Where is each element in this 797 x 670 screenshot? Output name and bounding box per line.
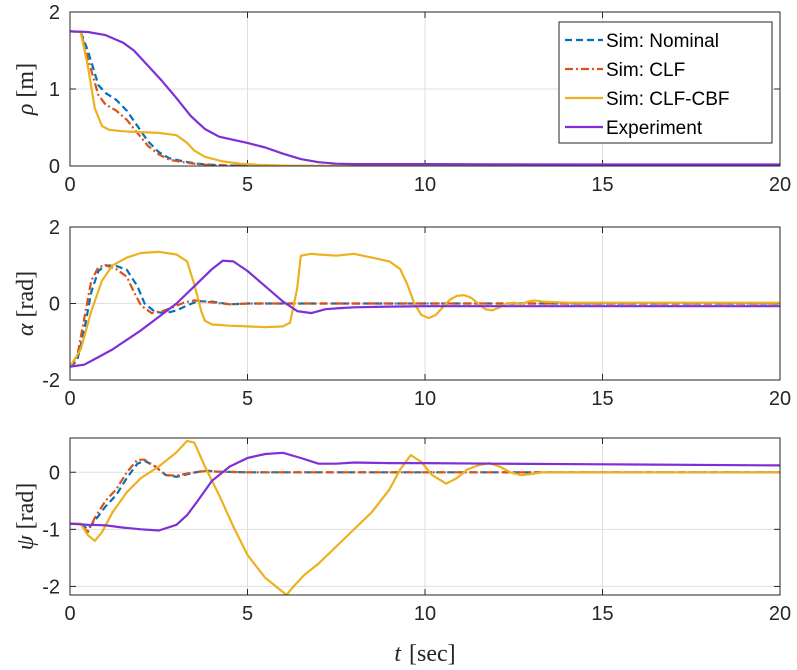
y-axis-symbol: α: [13, 323, 39, 336]
legend-entry: Experiment: [606, 118, 703, 139]
x-tick-label: 0: [64, 603, 75, 625]
y-axis-label: ψ [rad]: [13, 483, 39, 551]
series-line-experiment: [70, 30, 780, 166]
x-tick-label: 0: [64, 388, 75, 410]
y-tick-label: 0: [49, 462, 60, 484]
y-axis-unit: [m]: [13, 63, 39, 98]
x-tick-label: 15: [591, 603, 613, 625]
y-tick-label: 1: [49, 79, 60, 101]
y-axis-label: ρ [m]: [13, 63, 39, 116]
y-axis-label: α [rad]: [13, 271, 39, 336]
y-tick-label: -1: [42, 519, 60, 541]
x-tick-label: 15: [591, 174, 613, 196]
y-tick-label: 2: [49, 217, 60, 239]
series-line-sim-nominal: [70, 30, 780, 166]
y-axis-unit: [rad]: [13, 483, 39, 530]
y-tick-label: 0: [49, 156, 60, 178]
legend-entry: Sim: Nominal: [606, 31, 719, 52]
series-line-sim-clf: [70, 264, 780, 368]
x-tick-label: 0: [64, 174, 75, 196]
series-line-sim-clf-cbf: [70, 250, 780, 368]
axes-frame: [69, 11, 781, 167]
series-line-sim-clf-cbf: [70, 30, 780, 166]
y-tick-label: -2: [42, 576, 60, 598]
x-tick-label: 10: [414, 603, 436, 625]
legend-box: [558, 21, 773, 144]
x-tick-label: 5: [242, 603, 253, 625]
axes-frame: [69, 437, 781, 596]
x-axis-symbol: t: [394, 641, 402, 667]
legend-entry: Sim: CLF-CBF: [606, 89, 730, 110]
x-tick-label: 20: [769, 174, 791, 196]
x-tick-label: 10: [414, 174, 436, 196]
legend: Sim: Nominal Sim: CLF Sim: CLF-CBF Experime…: [558, 21, 773, 144]
x-axis-unit: [sec]: [409, 641, 456, 667]
axes-frame: [69, 226, 781, 381]
y-axis-symbol: ψ: [13, 534, 39, 550]
x-tick-label: 5: [242, 388, 253, 410]
panel-2: 0 5 10 15 20 -2 -1 0 ψ [rad] t [sec]: [13, 437, 791, 667]
y-axis-unit: [rad]: [13, 271, 39, 318]
y-tick-label: -2: [42, 370, 60, 392]
series-line-experiment: [70, 259, 780, 368]
legend-entry: Sim: CLF: [606, 60, 685, 81]
x-tick-label: 10: [414, 388, 436, 410]
series-line-sim-nominal: [70, 264, 780, 368]
x-tick-label: 15: [591, 388, 613, 410]
y-tick-label: 2: [49, 2, 60, 24]
series-line-sim-nominal: [70, 459, 780, 531]
series-group: [70, 30, 780, 166]
series-group: [70, 250, 780, 368]
y-axis-symbol: ρ: [13, 104, 39, 117]
series-line-experiment: [70, 451, 780, 532]
x-tick-label: 20: [769, 388, 791, 410]
series-line-sim-clf: [70, 30, 780, 166]
x-tick-label: 20: [769, 603, 791, 625]
x-axis-label: t [sec]: [394, 641, 455, 667]
x-tick-label: 5: [242, 174, 253, 196]
y-tick-label: 0: [49, 294, 60, 316]
series-group: [70, 439, 780, 595]
